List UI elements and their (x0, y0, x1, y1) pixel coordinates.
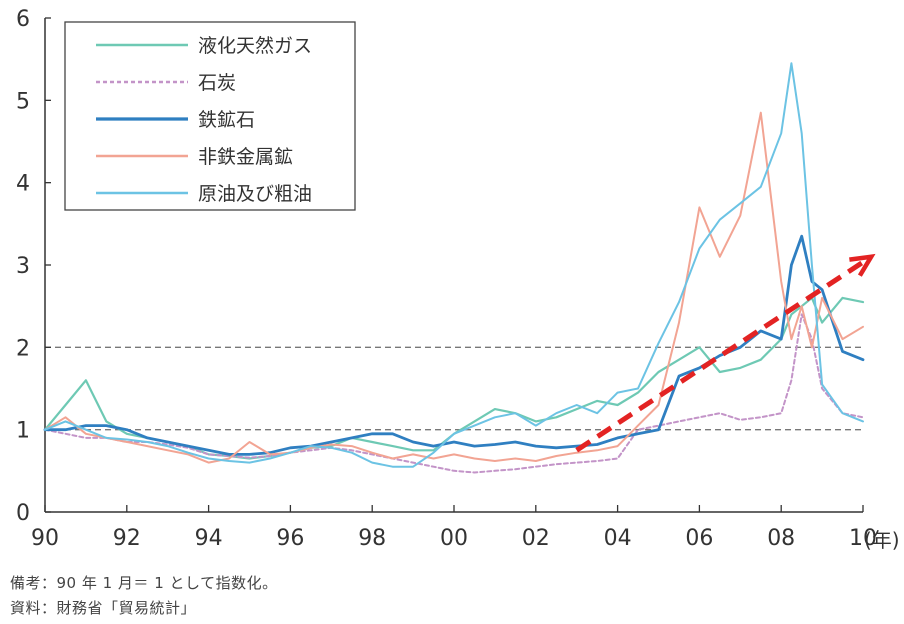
series-line-5 (44, 62, 864, 468)
note-source: 資料：財務省「貿易統計」 (10, 599, 197, 617)
y-tick-label: 5 (16, 89, 30, 114)
legend-label-5: 原油及び粗油 (198, 183, 312, 205)
x-tick-label: 98 (358, 526, 386, 551)
note-remark: 備考：90 年 1 月＝ 1 として指数化。 (10, 574, 278, 592)
y-tick-label: 1 (16, 419, 30, 444)
x-tick-label: 08 (767, 526, 795, 551)
x-axis-ticks: 90 92 94 96 98 00 02 04 06 08 10 (31, 505, 877, 551)
x-tick-label: 92 (113, 526, 141, 551)
line-chart: 0 1 2 3 4 5 6 90 92 94 96 98 00 02 04 06 08 10 液化天然ガス石炭鉄… (16, 7, 900, 552)
x-tick-label: 04 (604, 526, 632, 551)
legend-label-2: 石炭 (198, 72, 236, 94)
x-tick-label: 94 (195, 526, 223, 551)
x-tick-label: 90 (31, 526, 59, 551)
x-tick-label: 02 (522, 526, 550, 551)
trend-arrow-head (849, 253, 876, 277)
x-tick-label: 00 (440, 526, 468, 551)
legend-label-3: 鉄鉱石 (198, 109, 255, 131)
x-axis-label: (年) (864, 528, 900, 552)
series-line-4 (44, 111, 864, 464)
x-tick-label: 10 (849, 526, 877, 551)
x-tick-label: 06 (685, 526, 713, 551)
trend-arrow-shaft (575, 260, 865, 453)
series-line-2 (44, 313, 864, 474)
legend-label-1: 液化天然ガス (198, 35, 312, 57)
x-tick-label: 96 (276, 526, 304, 551)
legend-box (64, 21, 356, 211)
series-line-3 (43, 234, 865, 456)
y-tick-label: 2 (16, 336, 30, 361)
y-axis-ticks: 0 1 2 3 4 5 6 (16, 7, 51, 526)
annotations (575, 253, 876, 453)
y-tick-label: 6 (16, 7, 30, 32)
y-tick-label: 4 (16, 172, 30, 197)
legend-label-4: 非鉄金属鉱 (198, 146, 293, 168)
reference-lines (45, 346, 863, 431)
y-tick-label: 3 (16, 254, 30, 279)
y-tick-label: 0 (16, 501, 30, 526)
series-lines (43, 62, 865, 474)
